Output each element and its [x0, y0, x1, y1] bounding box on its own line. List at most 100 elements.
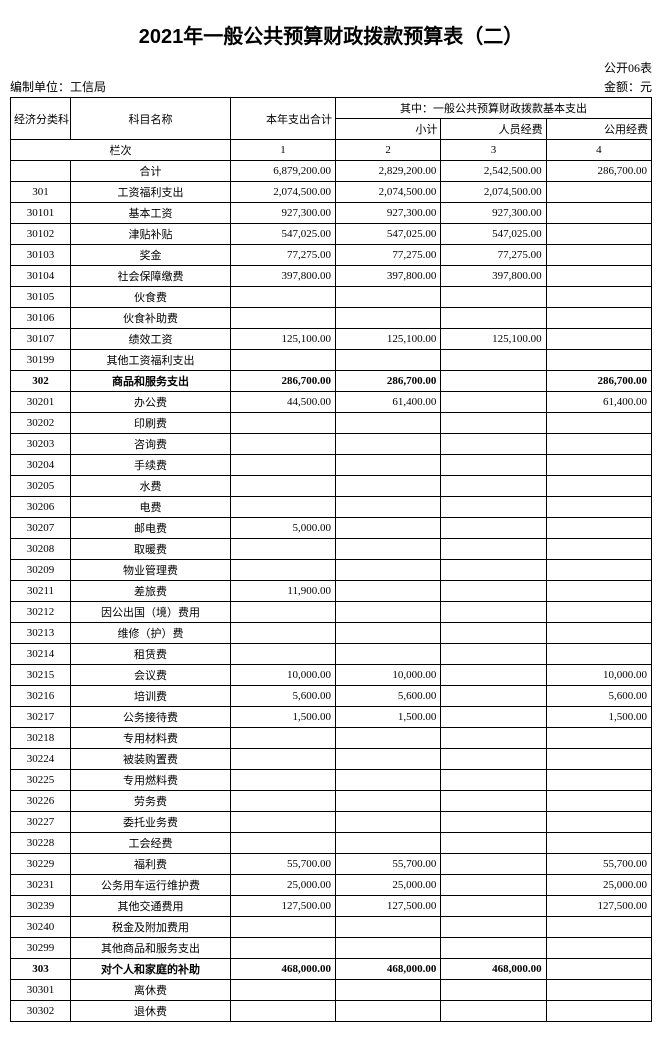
cell-value	[546, 308, 651, 329]
cell-value	[231, 644, 336, 665]
cell-name: 工会经费	[71, 833, 231, 854]
cell-value	[441, 854, 546, 875]
table-row: 30217公务接待费1,500.001,500.001,500.00	[11, 707, 652, 728]
cell-code: 30240	[11, 917, 71, 938]
header-subtotal: 小计	[336, 119, 441, 140]
cell-value: 127,500.00	[546, 896, 651, 917]
cell-name: 公务用车运行维护费	[71, 875, 231, 896]
cell-value	[546, 287, 651, 308]
cell-value: 547,025.00	[441, 224, 546, 245]
cell-name: 印刷费	[71, 413, 231, 434]
cell-value	[336, 812, 441, 833]
table-row: 30225专用燃料费	[11, 770, 652, 791]
cell-name: 咨询费	[71, 434, 231, 455]
cell-name: 福利费	[71, 854, 231, 875]
cell-value	[336, 1001, 441, 1022]
cell-value	[441, 665, 546, 686]
column-index-label: 栏次	[11, 140, 231, 161]
cell-value: 1,500.00	[231, 707, 336, 728]
cell-name: 物业管理费	[71, 560, 231, 581]
cell-value	[336, 833, 441, 854]
cell-value	[441, 434, 546, 455]
cell-value	[336, 749, 441, 770]
table-row: 30205水费	[11, 476, 652, 497]
cell-value: 10,000.00	[336, 665, 441, 686]
cell-value	[441, 413, 546, 434]
cell-name: 水费	[71, 476, 231, 497]
cell-code: 30199	[11, 350, 71, 371]
cell-value	[546, 581, 651, 602]
cell-value	[231, 1001, 336, 1022]
cell-value	[441, 791, 546, 812]
table-row: 30106伙食补助费	[11, 308, 652, 329]
header-total: 本年支出合计	[231, 98, 336, 140]
cell-value: 127,500.00	[336, 896, 441, 917]
cell-code: 30104	[11, 266, 71, 287]
cell-value: 125,100.00	[336, 329, 441, 350]
cell-value	[231, 938, 336, 959]
document-title: 2021年一般公共预算财政拨款预算表（二）	[10, 20, 652, 49]
cell-value	[546, 203, 651, 224]
table-row: 30299其他商品和服务支出	[11, 938, 652, 959]
cell-value	[546, 770, 651, 791]
cell-value	[546, 644, 651, 665]
cell-value: 2,074,500.00	[441, 182, 546, 203]
cell-code: 30105	[11, 287, 71, 308]
cell-code: 30229	[11, 854, 71, 875]
cell-code: 30102	[11, 224, 71, 245]
cell-code: 30107	[11, 329, 71, 350]
cell-value	[336, 560, 441, 581]
cell-code: 302	[11, 371, 71, 392]
cell-value	[336, 917, 441, 938]
cell-code: 30106	[11, 308, 71, 329]
cell-name: 租赁费	[71, 644, 231, 665]
cell-code: 30239	[11, 896, 71, 917]
cell-value	[546, 455, 651, 476]
cell-name: 手续费	[71, 455, 231, 476]
cell-value: 286,700.00	[546, 161, 651, 182]
table-row: 30206电费	[11, 497, 652, 518]
budget-table: 经济分类科目编码 科目名称 本年支出合计 其中：一般公共预算财政拨款基本支出 小…	[10, 97, 652, 1022]
table-row: 30104社会保障缴费397,800.00397,800.00397,800.0…	[11, 266, 652, 287]
cell-value: 5,000.00	[231, 518, 336, 539]
cell-value: 25,000.00	[546, 875, 651, 896]
cell-code: 30299	[11, 938, 71, 959]
cell-name: 离休费	[71, 980, 231, 1001]
cell-value: 6,879,200.00	[231, 161, 336, 182]
cell-code: 30207	[11, 518, 71, 539]
cell-name: 办公费	[71, 392, 231, 413]
cell-value: 1,500.00	[546, 707, 651, 728]
cell-value	[441, 497, 546, 518]
cell-name: 被装购置费	[71, 749, 231, 770]
column-index-1: 1	[231, 140, 336, 161]
table-row: 30224被装购置费	[11, 749, 652, 770]
cell-value	[231, 728, 336, 749]
table-row: 30231公务用车运行维护费25,000.0025,000.0025,000.0…	[11, 875, 652, 896]
cell-value	[441, 560, 546, 581]
cell-value	[231, 350, 336, 371]
column-index-2: 2	[336, 140, 441, 161]
cell-code: 30227	[11, 812, 71, 833]
cell-value: 10,000.00	[546, 665, 651, 686]
cell-code: 30203	[11, 434, 71, 455]
cell-code: 30213	[11, 623, 71, 644]
cell-value	[441, 392, 546, 413]
cell-value	[441, 980, 546, 1001]
cell-value	[546, 980, 651, 1001]
cell-value: 77,275.00	[336, 245, 441, 266]
cell-name: 津贴补贴	[71, 224, 231, 245]
cell-code: 30302	[11, 1001, 71, 1022]
cell-value	[336, 497, 441, 518]
cell-value: 77,275.00	[231, 245, 336, 266]
cell-value	[546, 266, 651, 287]
meta-row-1: 公开06表	[10, 59, 652, 76]
cell-value	[441, 875, 546, 896]
cell-value	[336, 539, 441, 560]
cell-name: 培训费	[71, 686, 231, 707]
cell-name: 公务接待费	[71, 707, 231, 728]
cell-value	[546, 938, 651, 959]
cell-name: 税金及附加费用	[71, 917, 231, 938]
cell-code: 30209	[11, 560, 71, 581]
table-row: 302商品和服务支出286,700.00286,700.00286,700.00	[11, 371, 652, 392]
cell-value	[441, 518, 546, 539]
